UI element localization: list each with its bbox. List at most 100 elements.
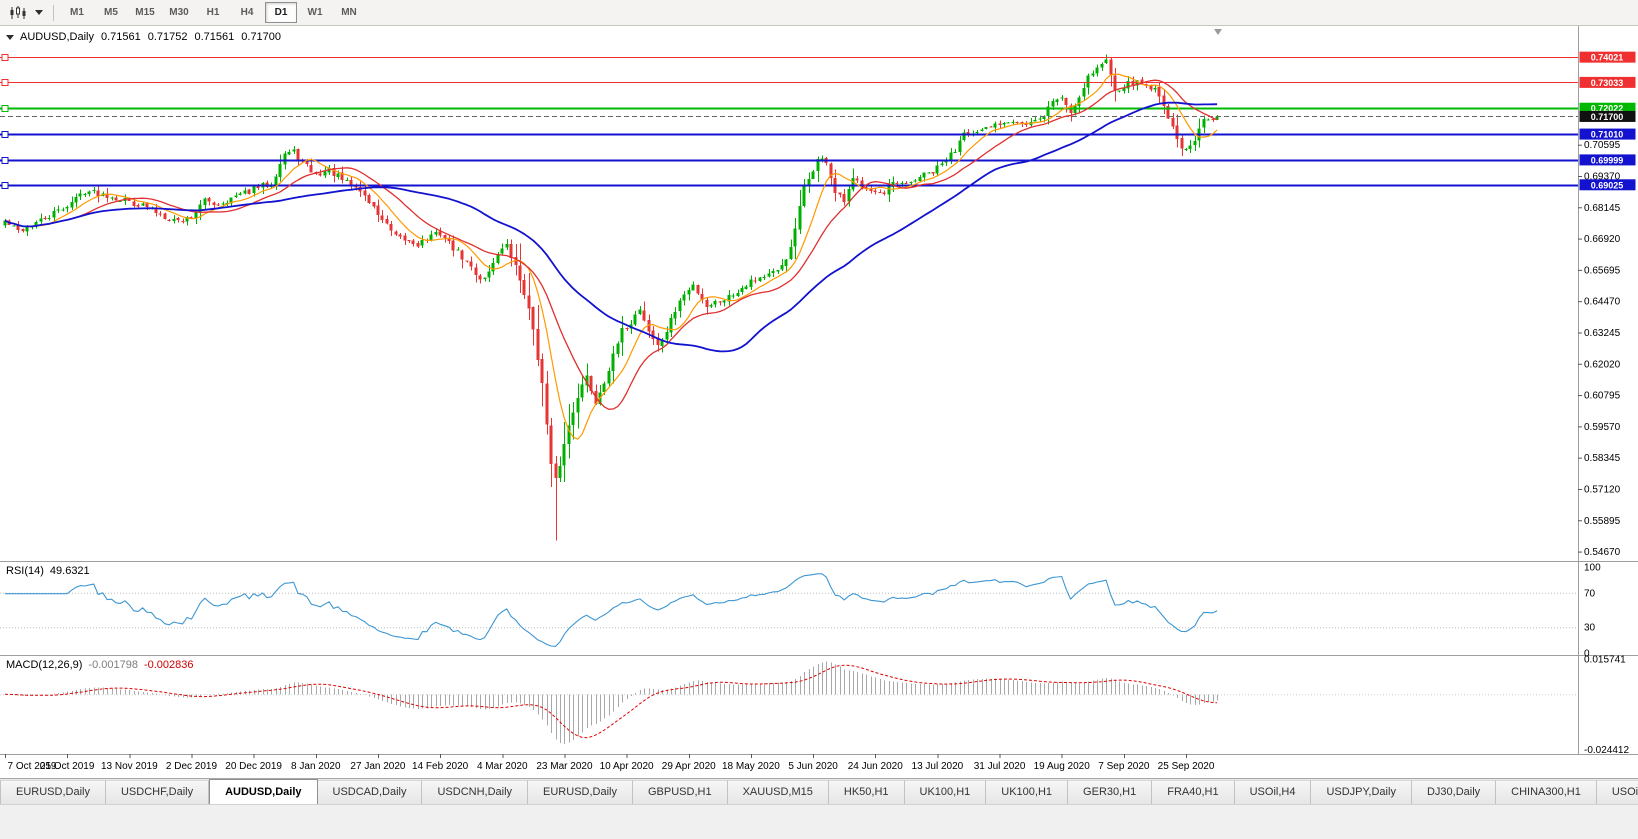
price-axis-label: 0.57120: [1584, 484, 1621, 495]
chart-tab-ger30-h1[interactable]: GER30,H1: [1068, 780, 1153, 804]
timeframe-button-mn[interactable]: MN: [341, 7, 357, 18]
ma-line-17: [4, 79, 1218, 410]
rsi-axis-label: 0: [1584, 649, 1590, 660]
chart-tab-usdcad-daily[interactable]: USDCAD,Daily: [317, 780, 423, 804]
chart-tab-uk100-h1[interactable]: UK100,H1: [904, 780, 987, 804]
ohlc-low-value: 0.71561: [194, 31, 235, 43]
price-axis-label: 0.59570: [1584, 422, 1621, 433]
date-axis-label: 23 Mar 2020: [536, 761, 593, 772]
date-axis-label: 19 Aug 2020: [1034, 761, 1091, 772]
rsi-line: [5, 573, 1218, 647]
line-handle-icon[interactable]: [1, 131, 9, 138]
price-line-badge: [1579, 76, 1636, 88]
chart-tab-usdcnh-daily[interactable]: USDCNH,Daily: [422, 780, 529, 804]
macd-signal-line: [4, 664, 1218, 739]
timeframe-button-h4[interactable]: H4: [240, 7, 254, 18]
symbol-menu-icon[interactable]: [6, 34, 14, 40]
price-line-badge-text: 0.71010: [1591, 130, 1624, 140]
rsi-label: RSI(14): [6, 565, 44, 577]
ohlc-open-value: 0.71561: [100, 31, 141, 43]
chart-tab-hk50-h1[interactable]: HK50,H1: [828, 780, 905, 804]
chart-tab-usdjpy-daily[interactable]: USDJPY,Daily: [1311, 780, 1412, 804]
line-handle-icon[interactable]: [1, 54, 9, 61]
chart-tab-usoil-h4[interactable]: USOil,H4: [1234, 780, 1312, 804]
price-line-badge-text: 0.71700: [1591, 112, 1624, 122]
chart-ohlc-header: AUDUSD,Daily 0.71561 0.71752 0.71561 0.7…: [6, 31, 281, 43]
date-axis-label: 18 May 2020: [722, 761, 780, 772]
date-axis-label: 5 Jun 2020: [788, 761, 838, 772]
price-axis-label: 0.62020: [1584, 359, 1621, 370]
date-axis-label: 25 Sep 2020: [1158, 761, 1215, 772]
chart-tab-xauusd-m15[interactable]: XAUUSD,M15: [727, 780, 829, 804]
price-axis-label: 0.70595: [1584, 140, 1621, 151]
date-axis-label: 14 Feb 2020: [412, 761, 469, 772]
rsi-indicator-header: RSI(14) 49.6321: [6, 565, 90, 577]
timeframe-button-m30[interactable]: M30: [169, 7, 189, 18]
price-line-badge: [1579, 51, 1636, 63]
chart-tab-usoil-h1[interactable]: USOil,H1: [1596, 780, 1638, 804]
date-axis-label: 13 Jul 2020: [912, 761, 964, 772]
macd-indicator-header: MACD(12,26,9) -0.001798 -0.002836: [6, 659, 194, 671]
chart-tab-china300-h1[interactable]: CHINA300,H1: [1496, 780, 1597, 804]
ma-line-45: [4, 101, 1218, 353]
timeframe-button-m15[interactable]: M15: [135, 7, 155, 18]
timeframe-button-h1[interactable]: H1: [206, 7, 220, 18]
timeframe-group: M1 M5 M15 M30 H1 H4 D1 W1 MN: [60, 2, 366, 23]
price-chart-canvas[interactable]: 0.70595 0.69370 0.68145 0.66920 0.65695 0.644…: [0, 26, 1638, 778]
price-axis-label: 0.55895: [1584, 516, 1621, 527]
pane-separators: [0, 26, 1638, 755]
price-axis-label: 0.66920: [1584, 234, 1621, 245]
date-axis-label: 2 Dec 2019: [166, 761, 218, 772]
window-bottom-area: [0, 804, 1638, 839]
line-handle-icon[interactable]: [1, 79, 9, 86]
line-handle-icon[interactable]: [1, 157, 9, 164]
date-axis-label: 27 Jan 2020: [350, 761, 405, 772]
date-axis-label: 25 Oct 2019: [40, 761, 95, 772]
date-axis-label: 24 Jun 2020: [848, 761, 903, 772]
timeframe-button-w1[interactable]: W1: [307, 7, 323, 18]
candlestick-chart-icon: [10, 5, 26, 19]
chart-tab-gbpusd-h1[interactable]: GBPUSD,H1: [633, 780, 728, 804]
chart-tab-audusd-daily[interactable]: AUDUSD,Daily: [209, 779, 318, 804]
rsi-axis-label: 70: [1584, 588, 1596, 599]
timeframe-button-m5[interactable]: M5: [104, 7, 118, 18]
chart-area: 0.70595 0.69370 0.68145 0.66920 0.65695 0.644…: [0, 26, 1638, 778]
price-axis-label: 0.54670: [1584, 547, 1621, 558]
date-axis-label: 7 Oct 2019: [8, 761, 57, 772]
price-axis-label: 0.60795: [1584, 391, 1621, 402]
macd-label: MACD(12,26,9): [6, 659, 83, 671]
macd-axis-label: 0.015741: [1584, 654, 1626, 665]
price-line-badge: [1579, 154, 1636, 166]
rsi-axis-label: 30: [1584, 623, 1596, 634]
chart-tab-fra40-h1[interactable]: FRA40,H1: [1152, 780, 1235, 804]
top-toolbar: M1 M5 M15 M30 H1 H4 D1 W1 MN: [0, 0, 1638, 26]
chart-tab-usdchf-daily[interactable]: USDCHF,Daily: [105, 780, 210, 804]
rsi-value: 49.6321: [49, 565, 90, 577]
date-axis-label: 31 Jul 2020: [974, 761, 1026, 772]
ma-line-8: [4, 73, 1218, 440]
price-line-badge-text: 0.73033: [1591, 78, 1624, 88]
price-line-badge: [1579, 128, 1636, 140]
price-line-badge-text: 0.69025: [1591, 180, 1624, 190]
chart-tab-dj30-daily[interactable]: DJ30,Daily: [1411, 780, 1497, 804]
ohlc-high-value: 0.71752: [147, 31, 188, 43]
chart-shift-marker-icon[interactable]: [1214, 29, 1222, 35]
date-axis-label: 4 Mar 2020: [477, 761, 528, 772]
timeframe-button-d1[interactable]: D1: [265, 2, 297, 23]
line-handle-icon[interactable]: [1, 105, 9, 112]
chart-type-dropdown-icon[interactable]: [32, 3, 46, 23]
line-handle-icon[interactable]: [1, 182, 9, 189]
chart-tab-eurusd-daily[interactable]: EURUSD,Daily: [528, 780, 633, 804]
price-axis-label: 0.64470: [1584, 297, 1621, 308]
chart-tab-eurusd-daily[interactable]: EURUSD,Daily: [0, 780, 106, 804]
rsi-axis-label: 100: [1584, 563, 1601, 574]
rsi-pane: 100 70 30 0: [0, 563, 1601, 660]
timeframe-button-m1[interactable]: M1: [70, 7, 84, 18]
macd-signal-value: -0.002836: [143, 659, 194, 671]
macd-axis-label: -0.024412: [1584, 745, 1629, 756]
date-axis-label: 29 Apr 2020: [662, 761, 716, 772]
chart-type-icon[interactable]: [6, 3, 30, 23]
macd-main-value: -0.001798: [88, 659, 138, 671]
chart-tab-uk100-h1[interactable]: UK100,H1: [986, 780, 1069, 804]
